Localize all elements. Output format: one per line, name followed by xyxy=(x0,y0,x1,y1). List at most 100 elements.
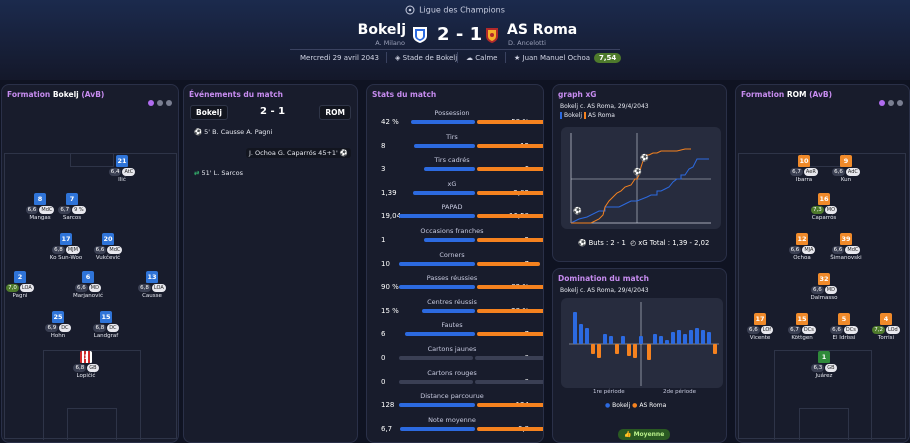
stat-bar-away xyxy=(477,403,543,408)
pager-dot[interactable] xyxy=(897,100,903,106)
player-position: LOA xyxy=(19,284,34,292)
weather-label: Calme xyxy=(475,54,498,62)
lineup-title-label: Formation xyxy=(7,90,51,99)
pager-dot-active[interactable] xyxy=(148,100,154,106)
event-text: J. Ochoa G. Caparrós 45+1' xyxy=(248,149,338,157)
player-shirt: 21 xyxy=(116,155,128,167)
xg-footer: ⚽ Buts : 2 - 1 ◴ xG Total : 1,39 - 2,02 xyxy=(578,239,709,247)
domination-bar-home xyxy=(621,336,625,344)
player-position: MO xyxy=(824,206,837,214)
stat-label: Note moyenne xyxy=(428,415,476,424)
stat-bar-home xyxy=(424,238,475,242)
stats-title: Stats du match xyxy=(372,90,437,99)
player[interactable]: 13 6,8 LOA Causse xyxy=(130,271,174,299)
player[interactable]: 15 6,7 DCs Köttgen xyxy=(780,313,824,341)
event-row[interactable]: ⚽ 5' B. Causse A. Pagni xyxy=(194,128,272,136)
player[interactable]: 2 7,0 LOA Pagni xyxy=(2,271,42,299)
player[interactable]: 4 7,2 LOd Torrisi xyxy=(864,313,908,341)
player-name: Ibarra xyxy=(795,177,813,183)
domination-bar-home xyxy=(609,336,613,344)
player-rating: 6,8 xyxy=(73,364,87,372)
pager-dot[interactable] xyxy=(166,100,172,106)
referee-name[interactable]: Juan Manuel Ochoa xyxy=(522,54,591,62)
player[interactable]: 9 6,6 AdC Kun xyxy=(824,155,868,183)
ball-icon: ⚽ xyxy=(578,239,587,247)
star-icon: ★ xyxy=(514,54,521,62)
stat-bar-home xyxy=(399,285,475,290)
events-away-team[interactable]: ROM xyxy=(319,105,351,120)
player[interactable]: 17 6,8 MJM Ko Sun-Woo xyxy=(44,233,88,261)
player-position: 9 % xyxy=(72,206,86,214)
player[interactable]: 5 6,6 DCs El Idrissi xyxy=(822,313,866,341)
domination-panel: Domination du match Bokelj c. AS Roma, 2… xyxy=(552,268,727,443)
player[interactable]: 12 6,6 MJA Ochoa xyxy=(780,233,824,261)
player-name: Sarcos xyxy=(62,215,82,221)
score-separator: - xyxy=(455,24,464,45)
stat-bar-away xyxy=(477,190,543,195)
player[interactable]: 32 6,6 MD Dalmasso xyxy=(802,273,846,301)
player[interactable]: 25 6,9 DC Hohn xyxy=(36,311,80,339)
player[interactable]: 7 6,7 9 % Sarcos xyxy=(50,193,94,221)
domination-bar-home xyxy=(683,334,687,344)
home-team-name[interactable]: Bokelj xyxy=(357,22,406,38)
domination-bar-away xyxy=(597,344,601,358)
player[interactable]: 1 6,3 GB Juárez xyxy=(802,351,846,379)
average-toggle[interactable]: 👍 Moyenne xyxy=(618,421,671,440)
referee[interactable]: ★ Juan Manuel Ochoa 7,54 xyxy=(514,53,622,63)
event-row[interactable]: ⇄ 51' L. Sarcos xyxy=(194,169,243,177)
player-shirt: 8 xyxy=(34,193,46,205)
domination-bar-home xyxy=(695,328,699,344)
pager-dots[interactable] xyxy=(876,91,903,110)
away-team-name[interactable]: AS Roma xyxy=(507,22,578,38)
player-rating: 6,7 xyxy=(788,326,801,334)
stat-bar-away xyxy=(477,238,543,242)
player-name: Landgraf xyxy=(93,333,119,339)
away-coach: D. Ancelotti xyxy=(508,39,546,47)
player[interactable]: 15 6,8 DC Landgraf xyxy=(84,311,128,339)
player[interactable]: 8 6,6 MdC Mangas xyxy=(18,193,62,221)
player[interactable]: 16 7,3 MO Caparrós xyxy=(802,193,846,221)
player[interactable]: 1 6,8 GB Lopičić xyxy=(64,351,108,379)
stat-bar-empty xyxy=(399,356,473,360)
player-shirt: 2 xyxy=(14,271,26,283)
player[interactable]: 21 6,4 AtC Ilić xyxy=(100,155,144,183)
stat-bar-empty xyxy=(399,379,473,384)
stat-label: Tirs xyxy=(446,132,458,141)
stat-bar-away xyxy=(477,285,543,290)
stat-home-value: 1 xyxy=(381,236,386,244)
domination-bar-home xyxy=(653,334,657,344)
player-name: Causse xyxy=(142,293,162,299)
stat-home-value: 15 % xyxy=(381,306,399,315)
stat-home-value: 1,39 xyxy=(381,188,397,197)
player-rating: 6,6 xyxy=(830,326,843,334)
stat-label: Tirs cadrés xyxy=(434,156,470,165)
events-home-team[interactable]: Bokelj xyxy=(190,105,228,120)
player[interactable]: 10 6,7 AeR Ibarra xyxy=(782,155,826,183)
xg-subtitle: Bokelj c. AS Roma, 29/4/2043 xyxy=(560,103,649,110)
player[interactable]: 17 6,6 LOf Vicente xyxy=(738,313,782,341)
player[interactable]: 39 6,6 MdC Šimanovski xyxy=(824,233,868,261)
stat-bar-away xyxy=(477,120,543,124)
player-position: MJM xyxy=(65,246,80,254)
domination-bar-away xyxy=(647,344,651,360)
pager-dots[interactable] xyxy=(145,91,172,110)
player[interactable]: 20 6,6 MdC Vukčević xyxy=(86,233,130,261)
player-shirt: 17 xyxy=(60,233,72,245)
pager-dot[interactable] xyxy=(888,100,894,106)
domination-bar-home xyxy=(677,330,681,344)
player-badges: 6,6 MdC xyxy=(824,246,868,254)
player[interactable]: 6 6,6 MD Marjanović xyxy=(66,271,110,299)
stat-home-value: 42 % xyxy=(381,118,399,126)
player-shirt: 9 xyxy=(840,155,852,167)
event-row[interactable]: J. Ochoa G. Caparrós 45+1' ⚽ xyxy=(245,148,351,158)
domination-bar-home xyxy=(701,330,705,344)
player-position: MD xyxy=(824,286,837,294)
goal-marker-icon: ⚽ xyxy=(632,167,642,176)
pager-dot[interactable] xyxy=(157,100,163,106)
pager-dot-active[interactable] xyxy=(879,100,885,106)
stat-bar-home xyxy=(399,403,475,408)
legend-dot-icon: ● xyxy=(632,402,638,409)
stat-bar-home xyxy=(400,426,475,431)
legend-home: Bokelj xyxy=(612,402,631,409)
player-position: AtC xyxy=(122,168,136,176)
